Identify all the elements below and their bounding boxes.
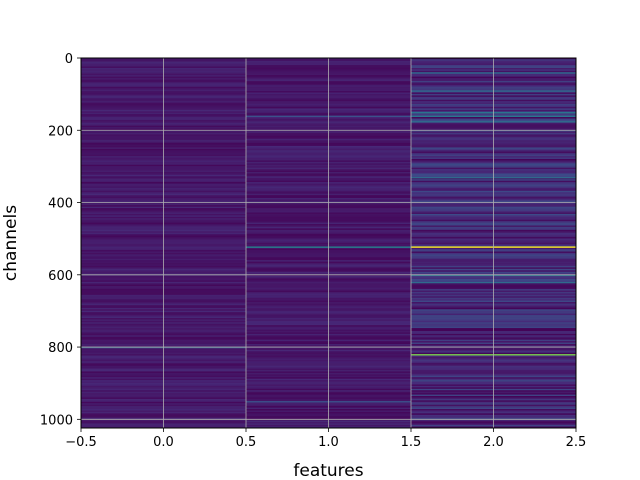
x-tick-label: 0.0 [153,435,174,450]
x-axis-ticks: −0.5 0.0 0.5 1.0 1.5 2.0 2.5 [65,428,586,450]
x-tick-label: 0.5 [236,435,257,450]
x-tick-label: 2.0 [483,435,504,450]
y-tick-label: 0 [65,52,73,67]
y-tick-label: 800 [48,341,73,356]
x-axis-label: features [293,461,363,480]
y-tick-label: 1000 [40,413,73,428]
y-axis-label: channels [1,205,21,281]
y-tick-label: 600 [48,269,73,284]
x-tick-label: 1.0 [318,435,339,450]
y-tick-label: 200 [48,124,73,139]
y-tick-label: 400 [48,197,73,212]
x-tick-label: 2.5 [566,435,587,450]
x-tick-label: −0.5 [65,435,97,450]
y-axis-ticks: 0 200 400 600 800 1000 [40,52,81,428]
x-tick-label: 1.5 [401,435,422,450]
